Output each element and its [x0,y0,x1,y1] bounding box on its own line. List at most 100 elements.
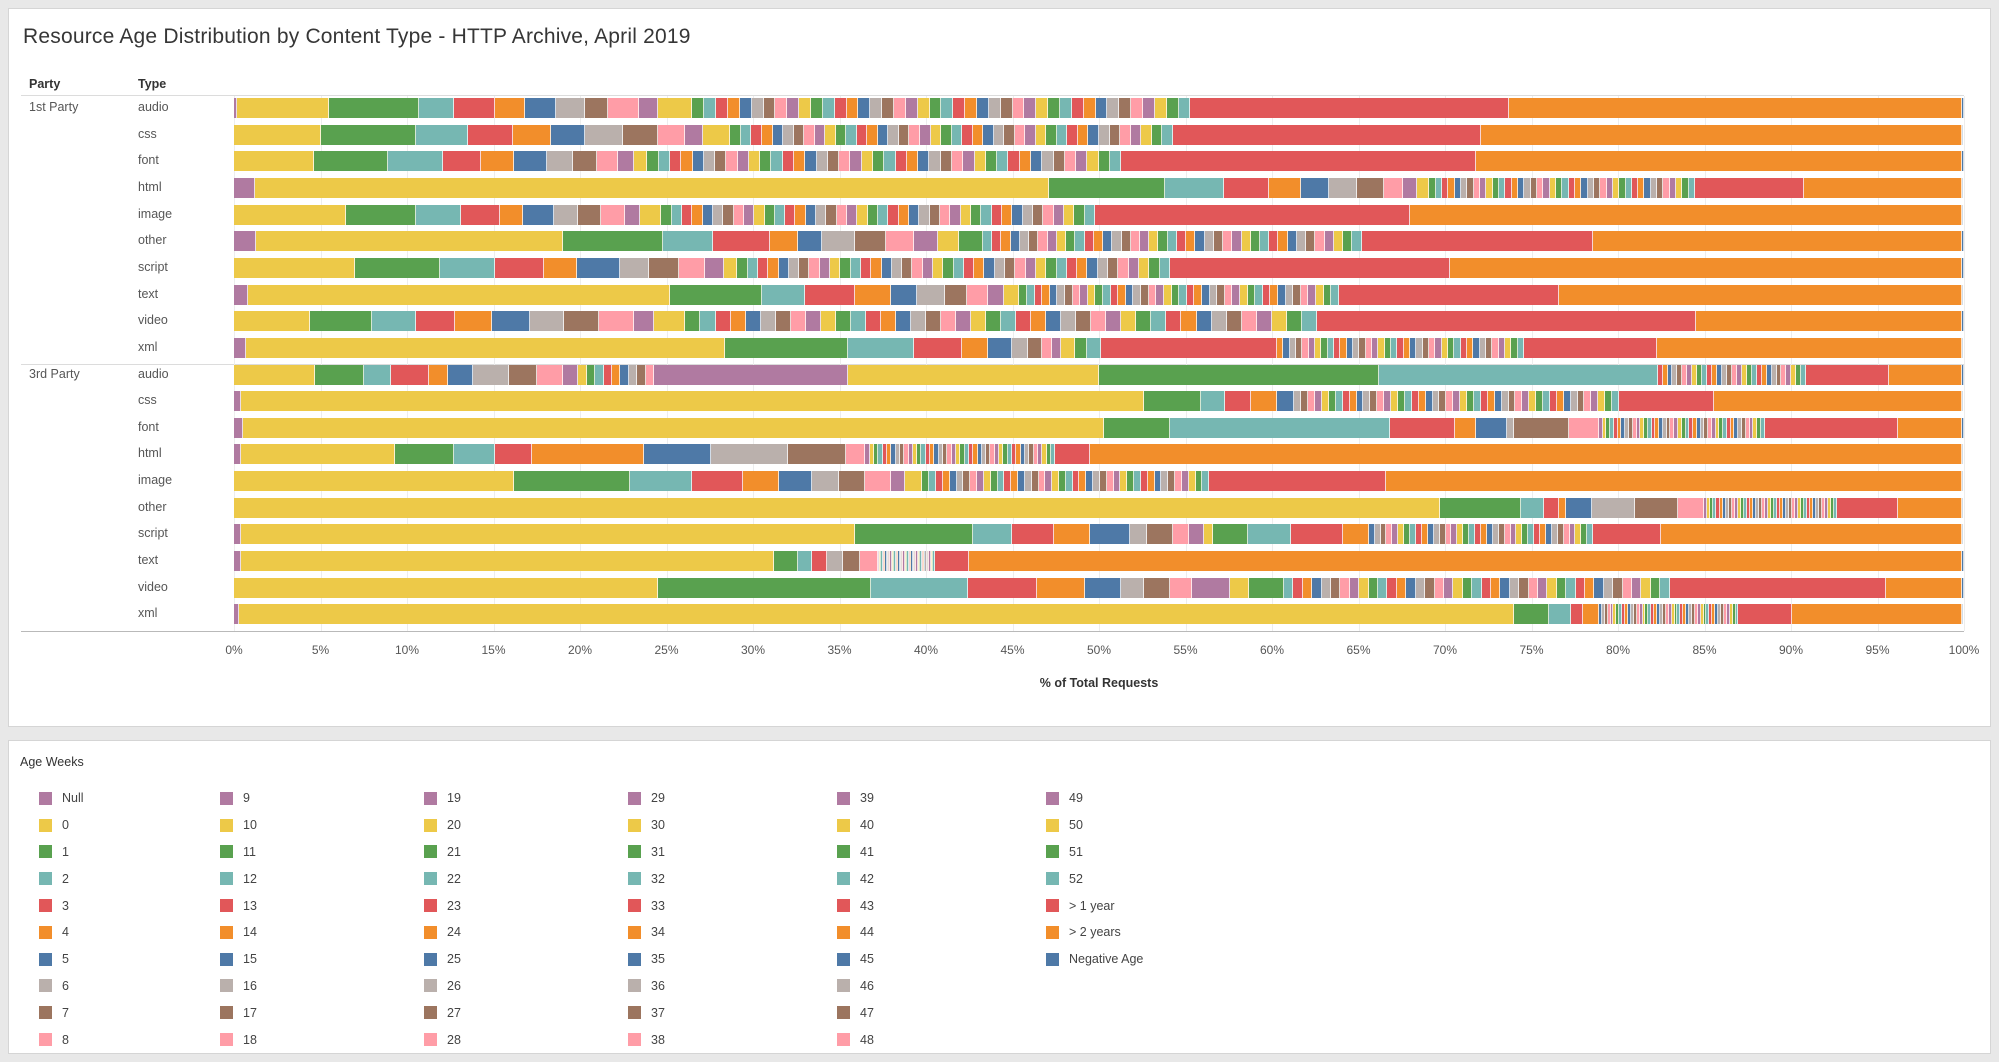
bar-segment-age-1[interactable] [320,124,416,145]
bar-segment-age-32[interactable] [953,257,964,278]
bar-segment-age-44[interactable] [1585,577,1595,598]
bar-segment-age-21[interactable] [990,471,998,492]
bar-segment-age-44[interactable] [1002,204,1013,225]
bar-segment-age->-2-years[interactable] [1897,497,1962,518]
bar-segment-age-38[interactable] [1106,471,1114,492]
bar-segment-age-22[interactable] [1648,604,1652,625]
bar-segment-age-7[interactable] [578,204,601,225]
bar-segment-age-41[interactable] [1447,337,1455,358]
bar-segment-age-12[interactable] [982,231,993,252]
bar-segment-age-9[interactable] [633,311,655,332]
bar-segment-age->-1-year[interactable] [1523,337,1658,358]
bar-segment-age-2[interactable] [761,284,805,305]
bar-segment-age-25[interactable] [881,257,892,278]
bar-segment-age-49[interactable] [1749,417,1754,438]
legend-item-51[interactable]: 51 [1046,839,1143,866]
bar-segment-age-32[interactable] [1562,177,1569,198]
legend-item-21[interactable]: 21 [424,839,461,866]
bar-segment-age-40[interactable] [1516,524,1523,545]
bar-segment-age-14[interactable] [1349,391,1357,412]
legend-item-43[interactable]: 43 [837,892,874,919]
bar-segment-age-36[interactable] [981,444,987,465]
bar-segment-age-50[interactable] [1154,98,1167,118]
bar-segment-age-13[interactable] [1034,284,1043,305]
bar-segment-age-28[interactable] [1038,471,1046,492]
bar-segment-age-3[interactable] [1389,417,1456,438]
bar-segment-age-40[interactable] [1715,417,1720,438]
legend-item-44[interactable]: 44 [837,919,874,946]
bar-segment-age-44[interactable] [1730,417,1735,438]
bar-segment-age-45[interactable] [1715,604,1719,625]
bar-segment-age-11[interactable] [1616,604,1620,625]
bar-segment-age-48[interactable] [1622,577,1633,598]
bar-segment-age-0[interactable] [234,257,356,278]
bar-segment-age-6[interactable] [1130,524,1148,545]
bar-segment-age-21[interactable] [893,551,895,572]
bar-segment-age->-2-years[interactable] [1385,471,1962,492]
bar-segment-age-2[interactable] [848,337,914,358]
bar-segment-age-44[interactable] [1278,231,1288,252]
bar-segment-age-46[interactable] [1718,604,1721,625]
bar-segment-age-29[interactable] [1668,604,1672,625]
bar-segment-age-0[interactable] [234,204,347,225]
bar-segment-age-1[interactable] [355,257,440,278]
bar-segment-age-3[interactable] [495,257,544,278]
bar-segment-age-15[interactable] [620,364,629,385]
bar-segment-age-Negative-Age[interactable] [1961,471,1964,492]
bar-segment-age-Negative-Age[interactable] [1961,604,1964,625]
bar-segment-age-28[interactable] [912,257,923,278]
bar-segment-age-13[interactable] [716,98,728,118]
bar-segment-age-43[interactable] [1806,497,1810,518]
bar-segment-age-11[interactable] [1249,577,1285,598]
bar-segment-age-3[interactable] [467,124,513,145]
bar-segment-age-48[interactable] [1118,257,1129,278]
legend-item-37[interactable]: 37 [628,999,665,1026]
bar-segment-age-45[interactable] [1766,364,1772,385]
bar-segment-age-8[interactable] [1569,417,1599,438]
bar-segment-age-1[interactable] [657,577,871,598]
bar-segment-age-26[interactable] [1415,577,1426,598]
bar-segment-age-1[interactable] [1514,604,1549,625]
bar-segment-age-40[interactable] [1240,284,1248,305]
bar-segment-age-52[interactable] [1660,577,1670,598]
bar-segment-age-19[interactable] [1639,604,1643,625]
bar-segment-age-6[interactable] [1121,577,1144,598]
bar-segment-age-38[interactable] [1600,177,1607,198]
bar-segment-age-43[interactable] [1575,577,1586,598]
bar-segment-age-29[interactable] [1372,337,1379,358]
bar-segment-age-37[interactable] [1099,471,1107,492]
bar-segment-age-23[interactable] [1505,177,1512,198]
bar-segment-age-48[interactable] [1175,471,1182,492]
bar-segment-age-18[interactable] [970,471,978,492]
bar-segment-age->-2-years[interactable] [1657,337,1962,358]
bar-segment-age-39[interactable] [1113,471,1121,492]
bar-segment-age-43[interactable] [1756,364,1762,385]
bar-segment-age-47[interactable] [1108,257,1119,278]
bar-segment-age-7[interactable] [944,284,968,305]
bar-segment-age-35[interactable] [1581,177,1588,198]
bar-segment-age-49[interactable] [1324,231,1334,252]
bar-segment-age-49[interactable] [1569,524,1576,545]
bar-segment-age-20[interactable] [891,551,894,572]
bar-segment-age-52[interactable] [1109,151,1122,172]
bar-segment-age-19[interactable] [814,124,826,145]
bar-segment-age-39[interactable] [1510,524,1517,545]
bar-segment-age-34[interactable] [898,204,910,225]
bar-segment-age-14[interactable] [1719,497,1723,518]
bar-segment-age-27[interactable] [826,204,837,225]
bar-segment-age-34[interactable] [973,444,978,465]
bar-segment-age-42[interactable] [1151,311,1167,332]
bar-segment-age-29[interactable] [1156,284,1164,305]
bar-segment-age->-2-years[interactable] [1792,604,1962,625]
bar-segment-age-10[interactable] [1204,524,1214,545]
bar-segment-age-16[interactable] [788,257,800,278]
bar-segment-age-48[interactable] [1781,364,1787,385]
bar-segment-age->-2-years[interactable] [1089,444,1962,465]
bar-segment-age-2[interactable] [1164,177,1224,198]
bar-segment-age-16[interactable] [628,364,638,385]
bar-segment-age-18[interactable] [1302,337,1309,358]
bar-segment-age-52[interactable] [1735,604,1739,625]
bar-segment-age-41[interactable] [1048,98,1060,118]
bar-segment-age-52[interactable] [1084,204,1095,225]
bar-segment-age->-2-years[interactable] [1885,577,1963,598]
